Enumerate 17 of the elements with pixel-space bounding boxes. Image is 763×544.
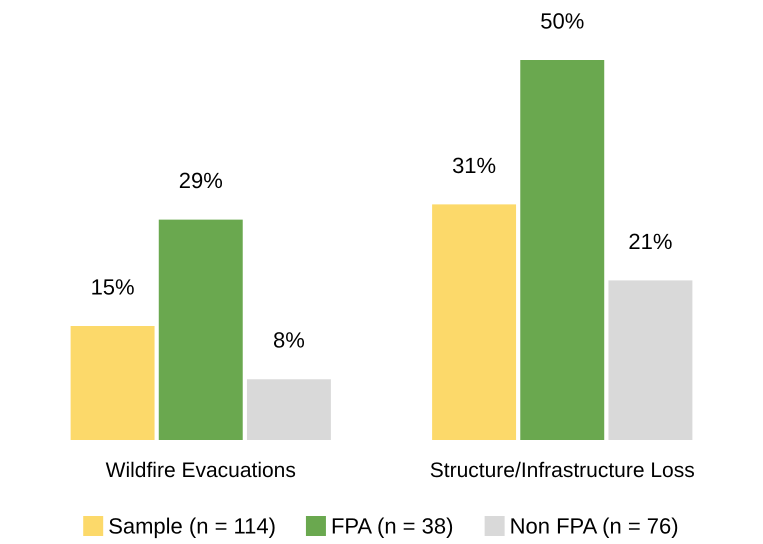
bar xyxy=(432,204,516,440)
bar xyxy=(246,379,331,440)
data-label: 15% xyxy=(90,274,135,300)
legend-label: Sample (n = 114) xyxy=(108,514,276,538)
bar xyxy=(520,60,604,440)
data-label: 31% xyxy=(452,152,496,178)
bar xyxy=(608,280,692,440)
legend-label: Non FPA (n = 76) xyxy=(510,514,679,538)
x-tick-label: Structure/Infrastructure Loss xyxy=(430,459,695,482)
data-label: 8% xyxy=(273,328,305,353)
legend-label: FPA (n = 38) xyxy=(330,514,454,538)
data-label: 29% xyxy=(178,168,223,194)
data-label: 21% xyxy=(628,228,672,254)
x-tick-label: Wildfire Evacuations xyxy=(106,459,296,482)
bar xyxy=(70,326,155,440)
bar xyxy=(158,220,243,440)
data-label: 50% xyxy=(540,8,584,34)
